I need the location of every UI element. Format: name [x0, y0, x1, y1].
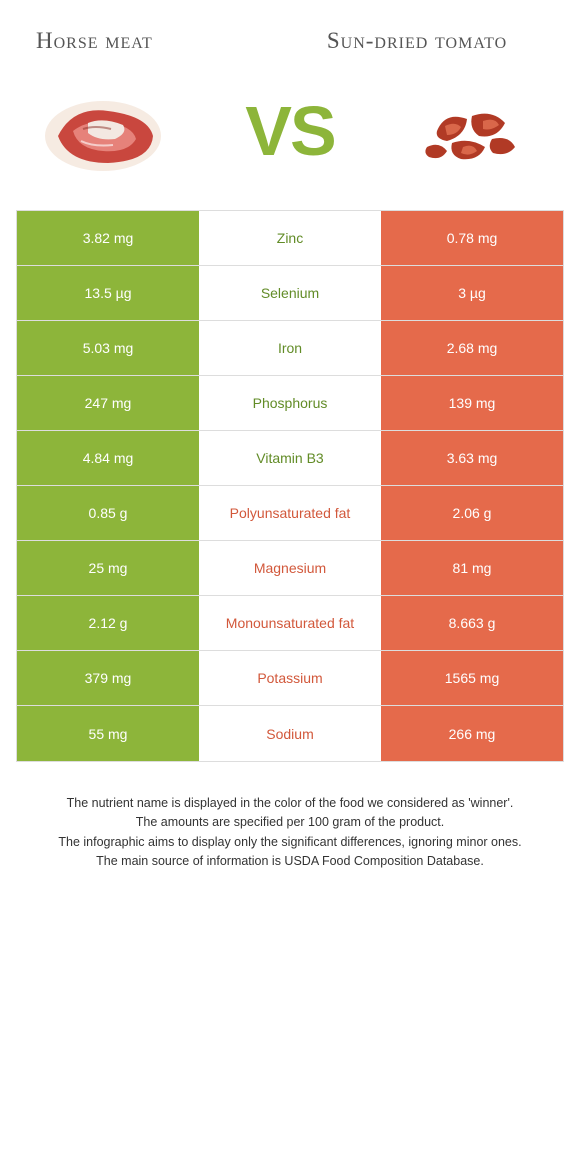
left-food-image — [28, 76, 188, 186]
nutrient-name-cell: Iron — [199, 321, 381, 375]
left-value-cell: 25 mg — [17, 541, 199, 595]
table-row: 247 mgPhosphorus139 mg — [17, 376, 563, 431]
sun-dried-tomato-icon — [397, 81, 547, 181]
table-row: 3.82 mgZinc0.78 mg — [17, 211, 563, 266]
right-value-cell: 3.63 mg — [381, 431, 563, 485]
right-value-cell: 8.663 g — [381, 596, 563, 650]
table-row: 5.03 mgIron2.68 mg — [17, 321, 563, 376]
right-value-cell: 139 mg — [381, 376, 563, 430]
nutrient-name-cell: Monounsaturated fat — [199, 596, 381, 650]
nutrient-name-cell: Polyunsaturated fat — [199, 486, 381, 540]
table-row: 379 mgPotassium1565 mg — [17, 651, 563, 706]
right-food-image — [392, 76, 552, 186]
right-value-cell: 81 mg — [381, 541, 563, 595]
nutrient-name-cell: Selenium — [199, 266, 381, 320]
table-row: 0.85 gPolyunsaturated fat2.06 g — [17, 486, 563, 541]
footer-line: The main source of information is USDA F… — [28, 852, 552, 871]
nutrient-name-cell: Vitamin B3 — [199, 431, 381, 485]
table-row: 4.84 mgVitamin B33.63 mg — [17, 431, 563, 486]
left-value-cell: 0.85 g — [17, 486, 199, 540]
horse-meat-icon — [33, 81, 183, 181]
right-value-cell: 3 µg — [381, 266, 563, 320]
table-row: 25 mgMagnesium81 mg — [17, 541, 563, 596]
footer-line: The nutrient name is displayed in the co… — [28, 794, 552, 813]
left-value-cell: 5.03 mg — [17, 321, 199, 375]
comparison-table: 3.82 mgZinc0.78 mg13.5 µgSelenium3 µg5.0… — [16, 210, 564, 762]
footer-notes: The nutrient name is displayed in the co… — [0, 762, 580, 872]
footer-line: The amounts are specified per 100 gram o… — [28, 813, 552, 832]
vs-label: VS — [245, 91, 334, 171]
nutrient-name-cell: Magnesium — [199, 541, 381, 595]
left-food-title: Horse meat — [36, 28, 290, 54]
left-value-cell: 3.82 mg — [17, 211, 199, 265]
right-value-cell: 2.06 g — [381, 486, 563, 540]
left-value-cell: 247 mg — [17, 376, 199, 430]
table-row: 13.5 µgSelenium3 µg — [17, 266, 563, 321]
header: Horse meat Sun-dried tomato — [0, 0, 580, 66]
nutrient-name-cell: Sodium — [199, 706, 381, 761]
right-value-cell: 2.68 mg — [381, 321, 563, 375]
right-value-cell: 1565 mg — [381, 651, 563, 705]
footer-line: The infographic aims to display only the… — [28, 833, 552, 852]
image-row: VS — [0, 66, 580, 210]
table-row: 55 mgSodium266 mg — [17, 706, 563, 761]
nutrient-name-cell: Zinc — [199, 211, 381, 265]
right-value-cell: 266 mg — [381, 706, 563, 761]
left-value-cell: 13.5 µg — [17, 266, 199, 320]
left-value-cell: 55 mg — [17, 706, 199, 761]
nutrient-name-cell: Phosphorus — [199, 376, 381, 430]
right-value-cell: 0.78 mg — [381, 211, 563, 265]
table-row: 2.12 gMonounsaturated fat8.663 g — [17, 596, 563, 651]
left-value-cell: 4.84 mg — [17, 431, 199, 485]
left-value-cell: 379 mg — [17, 651, 199, 705]
left-value-cell: 2.12 g — [17, 596, 199, 650]
nutrient-name-cell: Potassium — [199, 651, 381, 705]
right-food-title: Sun-dried tomato — [290, 28, 544, 54]
